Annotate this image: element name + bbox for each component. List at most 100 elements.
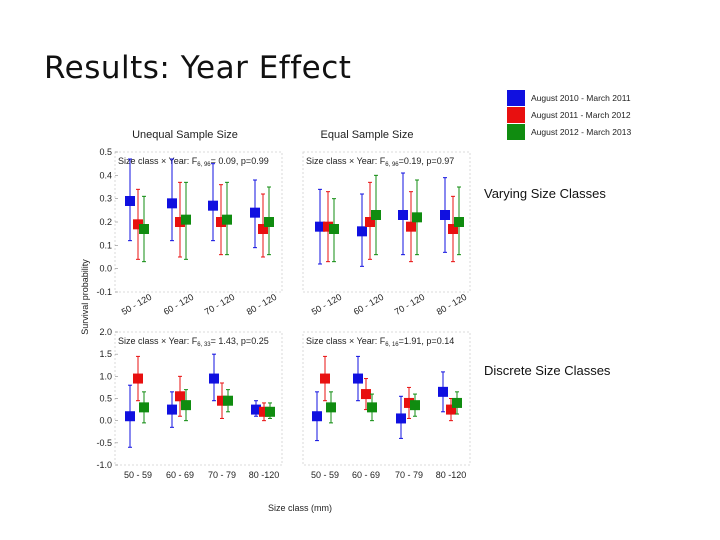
x-tick-label: 50 - 59: [311, 470, 339, 480]
data-point: [367, 402, 377, 413]
stat-annotation: Size class × Year: F6, 96=0.19, p=0.97: [306, 156, 454, 168]
y-tick-label: 0.0: [99, 416, 112, 426]
data-point: [181, 400, 191, 411]
data-point: [365, 217, 375, 227]
data-point: [216, 217, 226, 227]
data-point: [222, 214, 232, 225]
data-point: [167, 404, 177, 415]
x-tick-label: 70 - 79: [208, 470, 236, 480]
data-point: [133, 373, 143, 384]
data-point: [125, 411, 135, 422]
stat-annotation: Size class × Year: F6, 16=1.91, p=0.14: [306, 336, 454, 348]
data-point: [315, 221, 325, 232]
x-tick-label: 80 -120: [249, 470, 280, 480]
data-point: [398, 210, 408, 220]
data-point: [217, 395, 227, 406]
x-axis-label: Size class (mm): [268, 503, 332, 513]
data-point: [452, 397, 462, 408]
data-point: [448, 224, 458, 234]
data-point: [454, 217, 464, 227]
data-point: [357, 226, 367, 237]
x-tick-label: 60 - 69: [166, 470, 194, 480]
y-tick-label: 0.4: [99, 170, 112, 180]
data-point: [181, 214, 191, 225]
data-point: [265, 406, 275, 417]
panel-title-equal: Equal Sample Size: [321, 129, 414, 141]
data-point: [440, 210, 450, 220]
x-tick-label: 50 - 59: [124, 470, 152, 480]
y-tick-label: -0.5: [96, 438, 112, 448]
legend-swatch: [507, 107, 525, 123]
panel-frame: [302, 331, 471, 466]
y-tick-label: -1.0: [96, 460, 112, 470]
x-tick-label: 60 - 120: [162, 292, 196, 317]
stat-annotation: Size class × Year: F6, 33= 1.43, p=0.25: [118, 336, 269, 348]
data-point: [133, 219, 143, 230]
data-point: [175, 217, 185, 227]
x-tick-label: 70 - 120: [393, 292, 427, 317]
data-point: [329, 224, 339, 234]
data-point: [259, 406, 269, 417]
y-tick-label: 1.0: [99, 371, 112, 381]
data-point: [320, 373, 330, 384]
data-point: [396, 413, 406, 424]
data-point: [264, 217, 274, 227]
data-point: [209, 373, 219, 384]
y-tick-label: 0.3: [99, 194, 112, 204]
data-point: [125, 196, 135, 206]
data-point: [406, 221, 416, 232]
data-point: [446, 404, 456, 415]
row-label-discrete: Discrete Size Classes: [484, 363, 611, 378]
data-point: [371, 210, 381, 220]
y-tick-label: 0.0: [99, 264, 112, 274]
x-tick-label: 50 - 120: [310, 292, 344, 317]
data-point: [167, 198, 177, 209]
data-point: [361, 389, 371, 400]
x-tick-label: 80 - 120: [435, 292, 469, 317]
y-tick-label: 0.5: [99, 147, 112, 157]
y-tick-label: 2.0: [99, 327, 112, 337]
legend-swatch: [507, 90, 525, 106]
y-tick-label: 1.5: [99, 349, 112, 359]
x-tick-label: 60 - 120: [352, 292, 386, 317]
data-point: [251, 404, 261, 415]
stat-annotation: Size class × Year: F6, 96= 0.09, p=0.99: [118, 156, 269, 168]
y-tick-label: -0.1: [96, 287, 112, 297]
legend-label: August 2010 - March 2011: [531, 93, 631, 103]
data-point: [175, 391, 185, 402]
x-tick-label: 70 - 120: [203, 292, 237, 317]
x-tick-label: 70 - 79: [395, 470, 423, 480]
y-tick-label: 0.5: [99, 394, 112, 404]
row-label-varying: Varying Size Classes: [484, 186, 606, 201]
x-tick-label: 80 - 120: [245, 292, 279, 317]
data-point: [139, 224, 149, 234]
data-point: [139, 402, 149, 413]
data-point: [208, 200, 218, 211]
y-tick-label: 0.1: [99, 240, 112, 250]
y-axis-label: Survival probability: [80, 259, 90, 335]
data-point: [438, 386, 448, 397]
panel-title-unequal: Unequal Sample Size: [132, 129, 238, 141]
data-point: [258, 224, 268, 234]
legend-swatch: [507, 124, 525, 140]
legend-label: August 2011 - March 2012: [531, 110, 631, 120]
x-tick-label: 60 - 69: [352, 470, 380, 480]
x-tick-label: 50 - 120: [120, 292, 154, 317]
data-point: [223, 395, 233, 406]
data-point: [326, 402, 336, 413]
data-point: [412, 212, 422, 223]
data-point: [312, 411, 322, 422]
panel-frame: [302, 151, 471, 293]
data-point: [323, 221, 333, 232]
panel-frame: [114, 331, 283, 466]
data-point: [410, 400, 420, 411]
data-point: [353, 373, 363, 384]
legend-label: August 2012 - March 2013: [531, 127, 631, 137]
data-point: [250, 207, 260, 218]
y-tick-label: 0.2: [99, 217, 112, 227]
x-tick-label: 80 -120: [436, 470, 467, 480]
data-point: [404, 397, 414, 408]
slide-title: Results: Year Effect: [44, 50, 352, 86]
